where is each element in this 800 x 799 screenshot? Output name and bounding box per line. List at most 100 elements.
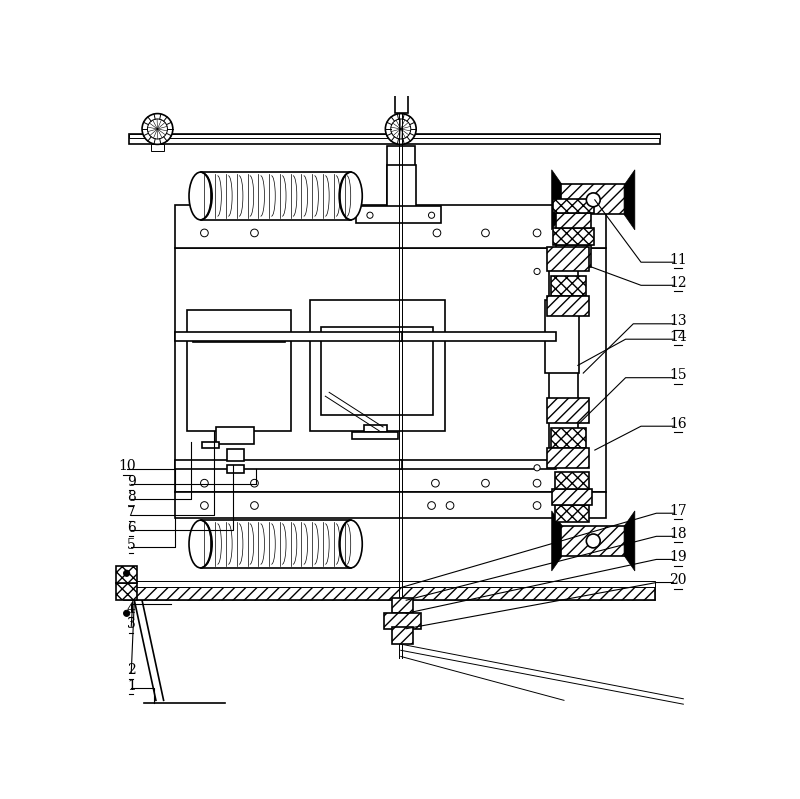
Circle shape — [250, 502, 258, 510]
Circle shape — [201, 229, 208, 237]
Circle shape — [533, 479, 541, 487]
Bar — [387, 165, 416, 208]
Bar — [226, 449, 244, 461]
Text: 5: 5 — [127, 538, 136, 552]
Bar — [554, 505, 590, 522]
Circle shape — [201, 479, 208, 487]
Bar — [552, 489, 593, 505]
Bar — [186, 310, 290, 431]
Text: 7: 7 — [127, 506, 136, 519]
Bar — [364, 425, 387, 432]
Polygon shape — [624, 511, 635, 571]
Text: 3: 3 — [127, 617, 136, 631]
Text: 18: 18 — [669, 527, 686, 541]
Circle shape — [429, 213, 434, 218]
Bar — [554, 229, 594, 245]
Bar — [202, 442, 219, 447]
Bar — [116, 583, 138, 600]
Bar — [151, 144, 163, 151]
Bar — [352, 432, 398, 439]
Circle shape — [431, 479, 439, 487]
Polygon shape — [552, 511, 562, 571]
Text: 10: 10 — [118, 459, 136, 473]
Bar — [384, 614, 421, 629]
Bar — [547, 447, 590, 467]
Text: 12: 12 — [669, 276, 686, 290]
Bar — [545, 300, 579, 373]
Bar — [129, 134, 660, 144]
Bar — [547, 399, 590, 423]
Circle shape — [586, 534, 600, 548]
Bar — [322, 327, 433, 415]
Bar — [401, 460, 556, 469]
Bar — [561, 185, 626, 214]
Bar — [226, 466, 244, 473]
Text: 11: 11 — [669, 252, 687, 267]
Circle shape — [586, 193, 600, 207]
Text: 17: 17 — [669, 504, 687, 518]
Circle shape — [147, 119, 167, 139]
Circle shape — [123, 610, 130, 616]
Polygon shape — [552, 170, 562, 230]
Bar — [175, 205, 606, 248]
Circle shape — [482, 229, 490, 237]
Bar — [391, 598, 413, 614]
Circle shape — [142, 113, 173, 145]
Bar — [175, 460, 402, 469]
Bar — [401, 332, 556, 340]
Bar — [551, 276, 586, 296]
Ellipse shape — [189, 172, 212, 220]
Text: 19: 19 — [669, 550, 686, 564]
Bar — [391, 627, 413, 644]
Circle shape — [433, 229, 441, 237]
Circle shape — [446, 502, 454, 510]
Text: 9: 9 — [127, 475, 136, 488]
Text: 16: 16 — [669, 417, 686, 431]
Bar — [116, 566, 138, 583]
Text: 1: 1 — [127, 678, 136, 693]
Bar — [175, 248, 606, 492]
Circle shape — [533, 229, 541, 237]
Text: 8: 8 — [127, 490, 136, 504]
Bar — [551, 427, 586, 447]
Bar — [387, 146, 414, 208]
Circle shape — [390, 119, 410, 139]
Bar — [193, 336, 286, 342]
Ellipse shape — [339, 172, 362, 220]
Text: 15: 15 — [669, 368, 686, 382]
Bar — [549, 248, 578, 466]
Bar — [201, 172, 350, 220]
Ellipse shape — [339, 520, 362, 568]
Bar — [201, 520, 350, 568]
Bar — [395, 0, 408, 113]
Bar — [310, 300, 445, 431]
Circle shape — [534, 465, 540, 471]
Text: 20: 20 — [670, 573, 686, 587]
Bar — [554, 472, 590, 489]
Ellipse shape — [189, 520, 212, 568]
Bar — [216, 427, 254, 444]
Bar — [556, 245, 591, 267]
Circle shape — [534, 268, 540, 275]
Text: 4: 4 — [127, 602, 136, 616]
Circle shape — [428, 502, 435, 510]
Circle shape — [386, 113, 416, 145]
Bar — [547, 247, 590, 272]
Circle shape — [201, 502, 208, 510]
Circle shape — [123, 570, 130, 576]
Bar — [554, 199, 594, 213]
Text: 14: 14 — [669, 330, 687, 344]
Bar — [123, 587, 655, 600]
Text: 6: 6 — [127, 521, 136, 535]
Bar — [356, 206, 441, 223]
Text: 13: 13 — [669, 315, 686, 328]
Bar — [547, 296, 590, 316]
Bar — [556, 213, 591, 229]
Bar — [123, 581, 655, 587]
Bar — [129, 134, 660, 138]
Bar — [561, 526, 626, 555]
Bar — [175, 492, 606, 518]
Circle shape — [482, 479, 490, 487]
Circle shape — [367, 213, 373, 218]
Circle shape — [533, 502, 541, 510]
